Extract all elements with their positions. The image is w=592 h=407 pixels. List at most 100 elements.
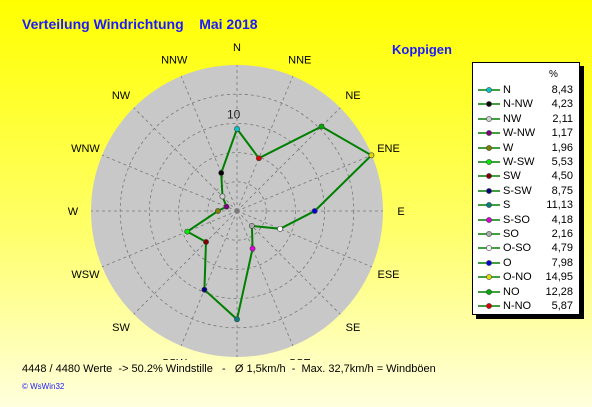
legend-entry-so: SO 2,16: [473, 227, 579, 241]
legend-direction-value: 12,28: [545, 285, 573, 298]
direction-label-ne: NE: [345, 90, 360, 102]
legend-entry-w-sw: W-SW 5,53: [473, 155, 579, 169]
statistics-footer: 4448 / 4480 Werte -> 50.2% Windstille - …: [22, 363, 436, 375]
data-point-nw: [219, 193, 226, 200]
data-point-nnw: [218, 170, 225, 176]
legend-entry-s: S 11,13: [473, 198, 579, 212]
data-point-ene: [368, 152, 375, 159]
legend-direction-value: 7,98: [551, 256, 573, 269]
data-point-s: [234, 316, 240, 323]
legend-marker: [478, 173, 500, 180]
grid-spoke: [101, 210, 238, 268]
legend-direction-name: SO: [503, 228, 519, 240]
grid-ring: [178, 152, 296, 270]
legend-entry-n: N 8,43: [473, 83, 579, 97]
legend-entry-sw: SW 4,50: [473, 169, 579, 183]
data-point-sw: [203, 239, 209, 245]
direction-label-nne: NNE: [288, 54, 311, 66]
station-name: Koppigen: [392, 42, 452, 57]
legend-marker: [478, 159, 500, 165]
legend-entry-o: O 7,98: [473, 256, 579, 270]
wind-rose-series: [184, 123, 375, 323]
legend-marker: [478, 115, 500, 122]
legend-entry-s-sw: S-SW 8,75: [473, 184, 579, 198]
legend-entry-s-so: S-SO 4,18: [473, 213, 579, 227]
legend-direction-value: 11,13: [546, 199, 573, 212]
grid-ring: [148, 123, 325, 299]
legend-direction-name: N-NO: [503, 300, 532, 312]
legend-entry-nw: NW 2,11: [473, 112, 579, 126]
legend-marker: [478, 245, 500, 252]
data-point-wsw: [184, 228, 191, 235]
wind-rose-chart: 10 NNNENEENEEESESESSESSSWSWWSWWWNWNWNNW: [68, 42, 405, 360]
legend-direction-value: 1,96: [551, 141, 573, 154]
legend-direction-name: SW: [503, 170, 521, 183]
legend-entry-no: NO 12,28: [473, 285, 579, 299]
grid-spoke: [180, 210, 238, 347]
legend-marker: [478, 231, 500, 237]
legend-direction-name: N-NW: [503, 98, 533, 111]
direction-label-wsw: WSW: [71, 269, 100, 281]
direction-label-sse: SSE: [289, 358, 311, 360]
legend-direction-name: NW: [503, 112, 522, 125]
data-point-nne: [255, 155, 262, 162]
direction-label-ene: ENE: [377, 143, 400, 155]
legend-direction-value: 4,23: [551, 98, 573, 111]
legend-direction-name: S: [503, 199, 511, 212]
legend-direction-name: N: [503, 84, 511, 96]
legend-marker: [478, 216, 500, 223]
legend-direction-value: 2,16: [551, 228, 573, 240]
grid-spoke: [133, 210, 238, 315]
data-point-n: [234, 126, 240, 132]
direction-label-w: W: [68, 206, 79, 218]
legend-marker: [478, 144, 500, 151]
data-point-ne: [318, 123, 325, 130]
direction-label-nnw: NNW: [161, 54, 188, 66]
data-point-ssw: [201, 286, 208, 293]
legend-entry-w: W 1,96: [473, 141, 579, 155]
legend-marker: [478, 130, 500, 137]
legend-marker: [478, 101, 500, 108]
grid-spoke: [101, 154, 238, 212]
legend-direction-name: O: [503, 256, 512, 269]
legend-marker: [478, 187, 500, 194]
data-point-wnw: [223, 203, 230, 210]
legend-marker: [478, 303, 500, 309]
direction-label-wnw: WNW: [71, 143, 100, 155]
legend-entry-o-no: O-NO 14,95: [473, 270, 579, 284]
legend-marker: [478, 259, 500, 266]
legend-entry-n-no: N-NO 5,87: [473, 299, 579, 313]
direction-label-ese: ESE: [378, 269, 400, 281]
grid-spoke: [236, 210, 294, 347]
legend-marker: [478, 87, 500, 93]
legend-unit: %: [549, 69, 558, 80]
data-point-se: [248, 222, 255, 229]
ring-value-label: 10: [227, 108, 241, 122]
data-point-e: [311, 208, 318, 214]
grid-spoke: [236, 75, 294, 212]
legend-direction-value: 2,11: [552, 112, 573, 125]
direction-label-e: E: [397, 206, 404, 218]
direction-label-se: SE: [346, 322, 361, 334]
legend-direction-value: 8,43: [551, 84, 573, 96]
direction-label-n: N: [233, 42, 241, 54]
grid-spoke: [180, 75, 238, 212]
copyright-label: © WsWin32: [22, 382, 65, 391]
legend-direction-name: S-SO: [503, 213, 530, 226]
data-point-ese: [277, 225, 283, 232]
legend-direction-name: S-SW: [503, 184, 532, 197]
legend-direction-value: 4,79: [551, 242, 573, 255]
legend-direction-name: W-NW: [503, 127, 536, 140]
legend-direction-value: 4,50: [551, 170, 573, 183]
wind-rose-grid: 10: [91, 65, 383, 357]
legend-direction-value: 8,75: [551, 184, 573, 197]
legend-entry-w-nw: W-NW 1,17: [473, 126, 579, 140]
legend-direction-name: O-NO: [503, 271, 532, 284]
legend-marker: [478, 288, 500, 295]
grid-spoke: [236, 210, 373, 268]
direction-label-sw: SW: [112, 322, 130, 334]
legend-direction-value: 5,87: [551, 300, 573, 312]
legend-direction-name: O-SO: [503, 242, 532, 255]
data-point-sse: [249, 245, 256, 252]
grid-spoke: [236, 210, 341, 315]
